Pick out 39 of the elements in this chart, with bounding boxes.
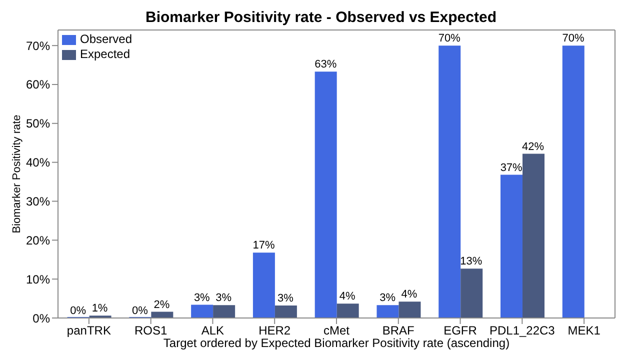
- y-tick-label: 20%: [26, 233, 50, 248]
- data-label: 1%: [92, 302, 108, 315]
- data-label: 3%: [216, 292, 232, 304]
- data-label: 0%: [70, 305, 86, 317]
- x-tick-label: MEK1: [568, 324, 601, 338]
- data-label: 70%: [438, 32, 461, 45]
- y-tick-label: 60%: [26, 78, 50, 92]
- x-tick-label: ALK: [201, 324, 224, 338]
- data-label: 4%: [401, 288, 418, 301]
- x-tick-label: EGFR: [444, 324, 478, 338]
- y-tick-label: 50%: [26, 116, 50, 131]
- data-label: 3%: [194, 292, 210, 304]
- data-label: 63%: [314, 58, 337, 71]
- data-label: 13%: [460, 256, 482, 268]
- x-tick-label: cMet: [323, 324, 350, 338]
- data-label: 3%: [380, 292, 396, 304]
- x-tick-label: HER2: [258, 324, 291, 338]
- data-label: 42%: [522, 140, 544, 153]
- data-label: 4%: [339, 290, 356, 303]
- x-tick-label: ROS1: [134, 324, 168, 338]
- x-axis-title: Target ordered by Expected Biomarker Positivity rate (ascending): [163, 336, 510, 350]
- data-label: 2%: [154, 298, 170, 311]
- y-tick-label: 70%: [26, 38, 50, 53]
- x-tick-label: PDL1_22C3: [489, 324, 556, 338]
- y-tick-label: 10%: [26, 272, 50, 286]
- data-label: 3%: [277, 292, 294, 305]
- legend-label: Expected: [80, 47, 130, 62]
- data-label: 0%: [132, 305, 148, 317]
- x-tick-label: panTRK: [66, 324, 111, 338]
- y-tick-label: 40%: [26, 156, 50, 170]
- data-label: 37%: [500, 162, 523, 174]
- data-label: 17%: [252, 240, 275, 252]
- y-tick-label: 0%: [32, 311, 50, 326]
- chart-title: Biomarker Positivity rate - Observed vs Expected: [144, 8, 498, 28]
- legend-label: Observed: [80, 32, 132, 47]
- x-tick-label: BRAF: [382, 324, 414, 338]
- y-axis-title: Biomarker Positivity rate: [10, 114, 23, 234]
- data-label: 70%: [562, 32, 584, 45]
- y-tick-label: 30%: [26, 194, 50, 209]
